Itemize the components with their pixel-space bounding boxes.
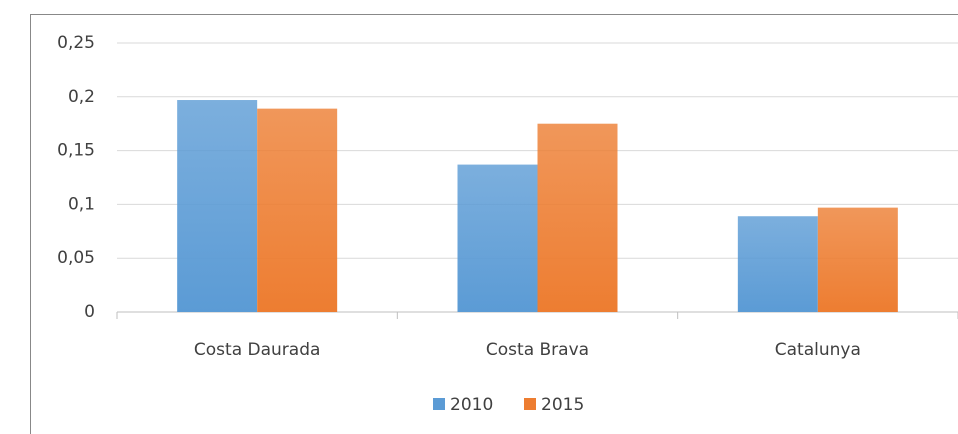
y-tick-label: 0,2 <box>68 87 95 107</box>
bar <box>257 108 338 312</box>
x-tick-label: Catalunya <box>775 340 861 360</box>
x-tick-label: Costa Daurada <box>194 340 321 360</box>
legend-label: 2010 <box>450 395 493 415</box>
bar <box>817 207 898 312</box>
bar <box>537 123 618 312</box>
y-tick-label: 0,05 <box>57 248 95 268</box>
legend-label: 2015 <box>541 395 584 415</box>
legend-swatch <box>524 398 536 410</box>
bar <box>177 100 258 312</box>
y-tick-label: 0,1 <box>68 194 95 214</box>
y-tick-label: 0 <box>84 302 95 322</box>
y-tick-label: 0,15 <box>57 141 95 161</box>
legend-swatch <box>433 398 445 410</box>
y-tick-label: 0,25 <box>57 33 95 53</box>
x-tick-label: Costa Brava <box>486 340 589 360</box>
bar <box>737 216 818 312</box>
bar <box>457 164 538 312</box>
